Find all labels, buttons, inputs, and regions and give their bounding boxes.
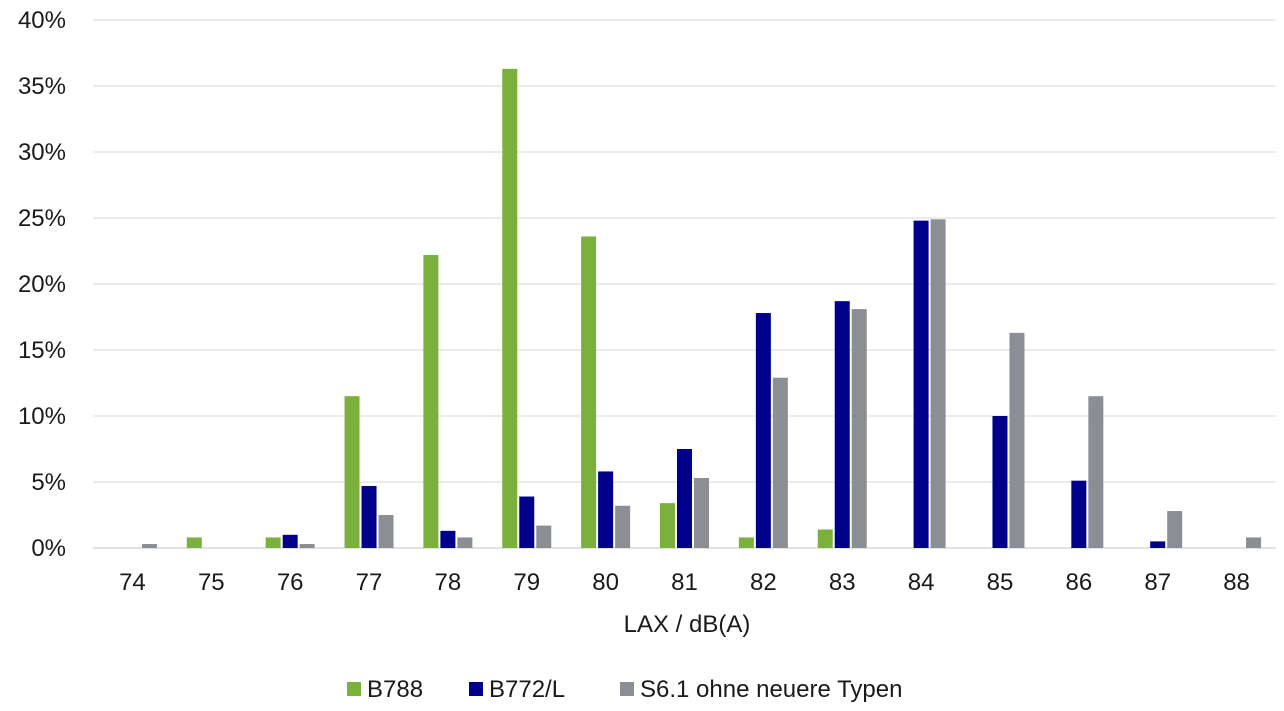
x-tick-label: 83 bbox=[829, 569, 856, 596]
x-tick-label: 84 bbox=[908, 569, 935, 596]
bar-b772-l-78 bbox=[440, 530, 456, 548]
bar-b788-77 bbox=[344, 396, 360, 548]
bar-b772-l-79 bbox=[519, 496, 535, 548]
bar-b772-l-86 bbox=[1071, 480, 1087, 548]
bar-s6-1-ohne-neuere-typen-76 bbox=[299, 544, 315, 548]
bar-b788-79 bbox=[502, 68, 518, 548]
y-tick-label: 30% bbox=[18, 139, 66, 166]
y-tick-label: 25% bbox=[18, 205, 66, 232]
y-axis-ticks: 0% 5% 10% 15% 20% 25% 30% 35% 40% bbox=[18, 7, 66, 562]
legend-label: S6.1 ohne neuere Typen bbox=[640, 676, 902, 703]
bar-b772-l-81 bbox=[677, 449, 692, 548]
bar-s6-1-ohne-neuere-typen-79 bbox=[536, 525, 552, 548]
bar-b772-l-82 bbox=[755, 313, 771, 548]
y-tick-label: 40% bbox=[18, 7, 66, 34]
bar-b788-82 bbox=[738, 537, 754, 548]
bar-b788-75 bbox=[186, 537, 202, 548]
bar-s6-1-ohne-neuere-typen-84 bbox=[930, 219, 946, 548]
x-tick-label: 81 bbox=[671, 569, 698, 596]
x-tick-label: 87 bbox=[1144, 569, 1171, 596]
bar-b772-l-80 bbox=[598, 471, 614, 548]
bar-b772-l-83 bbox=[834, 301, 850, 548]
bar-s6-1-ohne-neuere-typen-74 bbox=[141, 544, 157, 548]
bar-b788-83 bbox=[817, 529, 833, 548]
x-tick-label: 80 bbox=[592, 569, 619, 596]
x-tick-label: 76 bbox=[277, 569, 304, 596]
bars bbox=[141, 68, 1262, 549]
bar-s6-1-ohne-neuere-typen-86 bbox=[1088, 396, 1104, 548]
x-axis-ticks: 74 75 76 77 78 79 80 81 82 83 84 85 86 87 88 bbox=[119, 569, 1250, 596]
bar-b772-l-87 bbox=[1150, 541, 1166, 548]
legend: B788 B772/L S6.1 ohne neuere Typen bbox=[347, 676, 902, 703]
x-tick-label: 77 bbox=[356, 569, 383, 596]
y-tick-label: 15% bbox=[18, 337, 66, 364]
x-axis-title: LAX / dB(A) bbox=[624, 611, 751, 638]
legend-label: B772/L bbox=[489, 676, 565, 703]
x-tick-label: 86 bbox=[1065, 569, 1092, 596]
bar-s6-1-ohne-neuere-typen-77 bbox=[378, 515, 394, 548]
bar-s6-1-ohne-neuere-typen-81 bbox=[694, 478, 709, 548]
y-tick-label: 20% bbox=[18, 271, 66, 298]
bar-b772-l-76 bbox=[282, 534, 298, 548]
x-tick-label: 82 bbox=[750, 569, 777, 596]
bar-s6-1-ohne-neuere-typen-83 bbox=[851, 309, 867, 548]
y-tick-label: 5% bbox=[31, 469, 66, 496]
legend-label: B788 bbox=[367, 676, 423, 703]
bar-b772-l-77 bbox=[361, 485, 377, 548]
bar-s6-1-ohne-neuere-typen-85 bbox=[1009, 332, 1025, 548]
bar-b788-78 bbox=[423, 254, 439, 548]
x-tick-label: 88 bbox=[1223, 569, 1250, 596]
bar-s6-1-ohne-neuere-typen-78 bbox=[457, 537, 473, 548]
gridlines bbox=[93, 19, 1276, 549]
x-tick-label: 75 bbox=[198, 569, 225, 596]
bar-s6-1-ohne-neuere-typen-88 bbox=[1246, 537, 1262, 548]
bar-s6-1-ohne-neuere-typen-82 bbox=[772, 377, 788, 548]
legend-swatch bbox=[469, 682, 483, 696]
bar-s6-1-ohne-neuere-typen-87 bbox=[1167, 511, 1183, 548]
bar-b788-76 bbox=[265, 537, 281, 548]
legend-swatch bbox=[620, 682, 634, 696]
bar-b772-l-84 bbox=[913, 220, 929, 548]
x-tick-label: 85 bbox=[987, 569, 1014, 596]
legend-swatch bbox=[347, 682, 361, 696]
x-tick-label: 78 bbox=[435, 569, 462, 596]
bar-s6-1-ohne-neuere-typen-80 bbox=[615, 505, 631, 548]
bar-b788-81 bbox=[660, 503, 675, 548]
bar-b788-80 bbox=[581, 236, 597, 549]
y-tick-label: 10% bbox=[18, 403, 66, 430]
x-tick-label: 79 bbox=[513, 569, 540, 596]
x-tick-label: 74 bbox=[119, 569, 146, 596]
bar-b772-l-85 bbox=[992, 416, 1008, 548]
y-tick-label: 0% bbox=[31, 535, 66, 562]
y-tick-label: 35% bbox=[18, 73, 66, 100]
